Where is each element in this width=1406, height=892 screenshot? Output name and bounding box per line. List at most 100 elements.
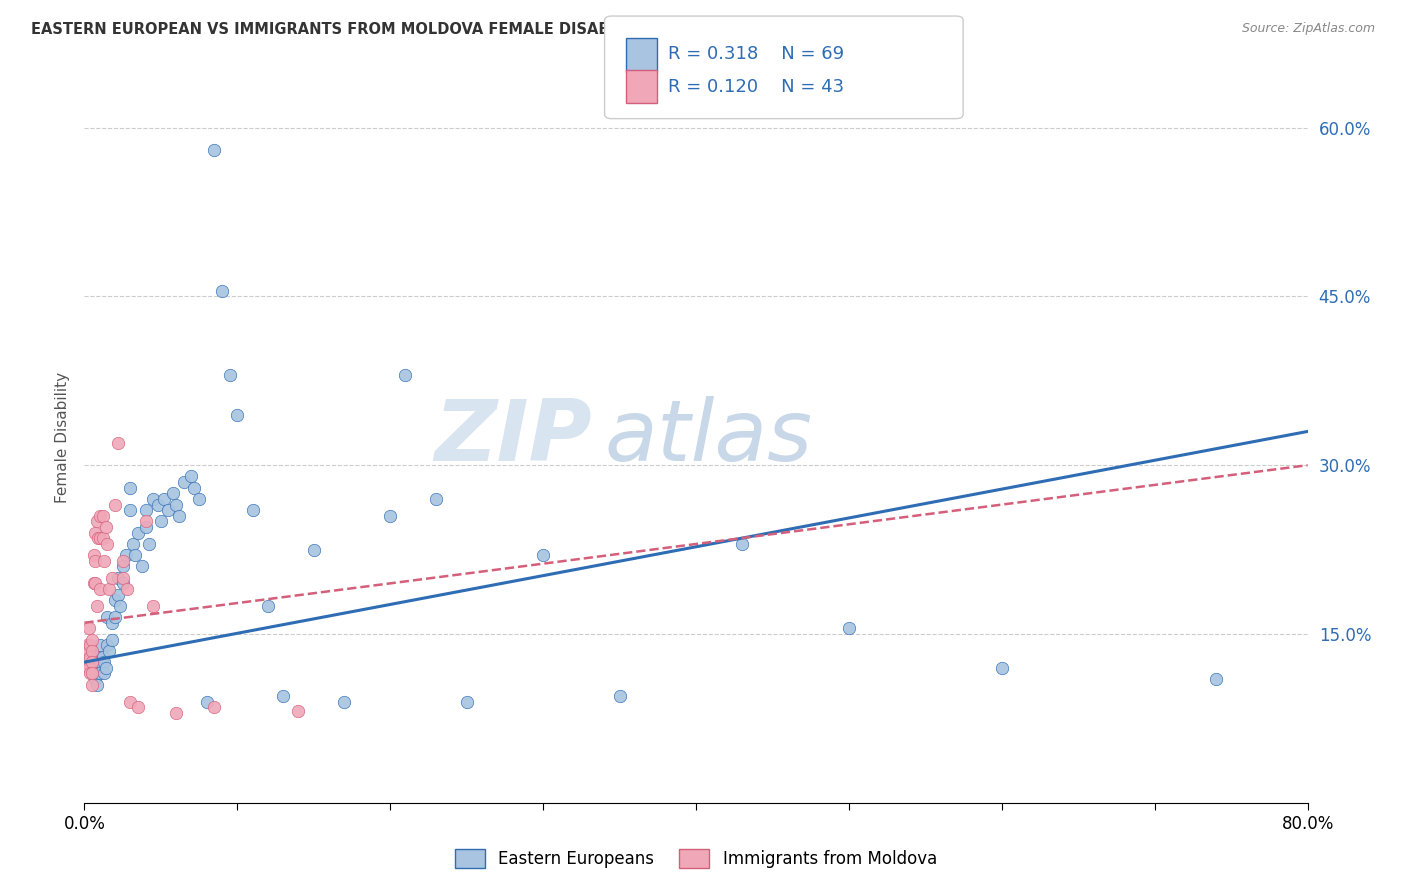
Point (111, 554, 134, 568)
Point (104, 593, 127, 607)
Point (456, 694, 478, 708)
Point (107, 435, 129, 450)
Point (127, 525, 149, 540)
Point (104, 498, 127, 512)
Point (107, 571, 129, 585)
Point (77, 644, 100, 658)
Point (79, 649, 101, 664)
Point (146, 498, 169, 512)
Point (93, 554, 115, 568)
Point (131, 559, 153, 574)
Point (86, 678, 108, 692)
Point (111, 559, 134, 574)
Point (87, 532, 110, 546)
Point (84, 576, 107, 591)
Point (84, 672, 107, 686)
Y-axis label: Female Disability: Female Disability (55, 371, 70, 503)
Point (96, 638, 118, 652)
Point (97, 582, 120, 596)
Point (96, 610, 118, 624)
Point (101, 632, 124, 647)
Point (157, 503, 180, 517)
Point (84, 525, 107, 540)
Point (173, 475, 195, 489)
Point (86, 649, 108, 664)
Point (86, 599, 108, 613)
Point (80, 644, 103, 658)
Point (94, 661, 117, 675)
Point (104, 610, 127, 624)
Point (1205, 672, 1227, 686)
Point (89, 655, 111, 669)
Point (107, 588, 129, 602)
Point (80, 655, 103, 669)
Point (80, 632, 103, 647)
Point (80, 655, 103, 669)
Point (89, 532, 111, 546)
Point (162, 486, 184, 500)
Point (425, 491, 447, 506)
Point (83, 548, 105, 562)
Point (127, 700, 149, 714)
Point (84, 661, 107, 675)
Point (333, 694, 356, 708)
Point (80, 678, 103, 692)
Point (609, 689, 631, 703)
Point (80, 666, 103, 681)
Point (89, 508, 111, 523)
Point (135, 515, 157, 529)
Point (101, 571, 124, 585)
Point (93, 666, 115, 681)
Point (86, 515, 108, 529)
Point (135, 503, 157, 517)
Point (302, 542, 325, 557)
Point (183, 481, 205, 495)
Point (76, 655, 98, 669)
Point (93, 655, 115, 669)
Point (83, 576, 105, 591)
Point (153, 491, 176, 506)
Text: Source: ZipAtlas.com: Source: ZipAtlas.com (1241, 22, 1375, 36)
Point (180, 469, 202, 483)
Point (195, 694, 218, 708)
Point (115, 582, 138, 596)
Text: R = 0.318    N = 69: R = 0.318 N = 69 (668, 45, 844, 63)
Point (89, 638, 111, 652)
Point (87, 661, 110, 675)
Point (76, 638, 98, 652)
Point (731, 537, 754, 551)
Point (120, 503, 142, 517)
Point (77, 621, 100, 635)
Point (211, 284, 233, 298)
Text: atlas: atlas (605, 395, 813, 479)
Point (142, 599, 165, 613)
Point (394, 368, 416, 383)
Point (124, 548, 146, 562)
Point (991, 661, 1014, 675)
Point (271, 689, 294, 703)
Point (167, 508, 190, 523)
Text: R = 0.120    N = 43: R = 0.120 N = 43 (668, 78, 844, 96)
Point (226, 408, 249, 422)
Point (79, 638, 101, 652)
Point (79, 666, 101, 681)
Text: EASTERN EUROPEAN VS IMMIGRANTS FROM MOLDOVA FEMALE DISABILITY CORRELATION CHART: EASTERN EUROPEAN VS IMMIGRANTS FROM MOLD… (31, 22, 832, 37)
Point (218, 368, 240, 383)
Point (101, 615, 124, 630)
Point (242, 503, 264, 517)
Point (97, 644, 120, 658)
Point (531, 548, 554, 562)
Point (838, 621, 860, 635)
Point (135, 520, 157, 534)
Point (202, 143, 225, 157)
Point (91, 532, 114, 546)
Point (94, 520, 117, 534)
Point (91, 649, 114, 664)
Point (149, 515, 172, 529)
Point (80, 644, 103, 658)
Point (257, 599, 280, 613)
Point (91, 508, 114, 523)
Legend: Eastern Europeans, Immigrants from Moldova: Eastern Europeans, Immigrants from Moldo… (449, 842, 943, 875)
Point (89, 582, 111, 596)
Point (111, 571, 134, 585)
